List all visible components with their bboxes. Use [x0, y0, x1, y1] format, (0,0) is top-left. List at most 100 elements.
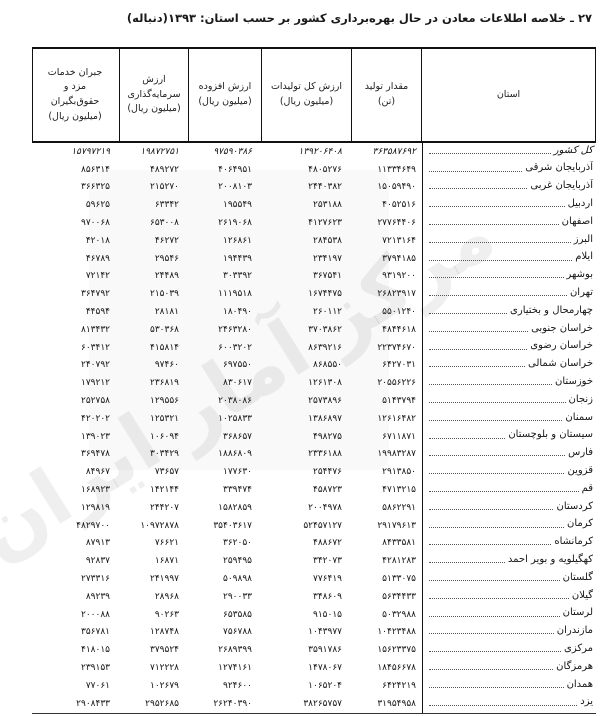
province-name: اصفهان: [562, 215, 594, 227]
province-name: چهارمحال و بختیاری: [511, 304, 594, 316]
dotted-leader: [430, 241, 572, 243]
cell-value-added: ۱۲۶۸۶۱: [223, 235, 253, 246]
dotted-leader: [430, 348, 529, 350]
cell-value-added: ۲۶۱۹۰۶۸: [219, 218, 253, 229]
cell-province: یزد: [423, 694, 597, 713]
table-row: آذربایجان غربی ۱۵۰۵۹۴۹۰ ۲۴۴۰۳۸۲ ۲۰۰۸۱۰۳ ۲۱۵۲…: [33, 178, 597, 197]
dotted-leader: [430, 312, 509, 314]
cell-production-qty: ۵۵۰۱۲۴۰: [383, 307, 417, 318]
cell-province: همدان: [423, 676, 597, 695]
cell-investment: ۴۶۲۷۲: [155, 235, 180, 246]
cell-investment: ۱۶۸۷۱: [155, 556, 180, 567]
cell-value-added: ۲۵۹۴۹۵: [223, 556, 253, 567]
table-body: کل کشور ۳۶۳۵۸۷۶۹۲ ۱۳۹۲۰۶۴۰۸ ۹۷۵۹۰۳۸۶ ۱۹۸۷۲۷۵…: [33, 143, 597, 714]
table-row: خراسان رضوی ۲۲۳۷۴۶۷۰ ۸۶۳۹۲۱۶ ۶۰۰۳۲۰۲ ۴۱۵۸۱۴ ۶…: [33, 338, 597, 357]
cell-production-value: ۳۶۷۵۴۱: [313, 271, 343, 282]
cell-value-added: ۵۰۹۸۹۸: [223, 574, 253, 585]
province-name: فارس: [569, 447, 594, 459]
cell-value-added: ۱۲۷۴۱۶۱: [219, 663, 253, 673]
cell-value-added: ۹۷۵۹۰۳۸۶: [214, 146, 253, 157]
cell-investment: ۱۲۹۵۵۶: [150, 396, 180, 407]
cell-investment: ۲۸۱۸۱: [155, 307, 180, 318]
cell-compensation: ۴۲۰۲۰۲: [81, 413, 111, 424]
cell-production-qty: ۶۴۲۷۰۳۱: [383, 360, 417, 371]
cell-compensation: ۲۰۰۰۸۸: [81, 609, 111, 620]
table-row: گیلان ۵۶۳۴۴۳۳ ۳۴۸۶۰۹ ۲۹۰۰۳۳ ۲۸۹۶۸ ۸۹۲۳۹: [33, 587, 597, 606]
cell-compensation: ۴۱۸۰۱۵: [81, 645, 111, 656]
province-name: قم: [582, 482, 594, 494]
cell-production-value: ۲۰۰۴۹۷۸: [309, 502, 343, 513]
cell-production-qty: ۱۰۴۲۳۴۸۸: [378, 627, 417, 638]
cell-value-added: ۶۹۷۵۵۰: [223, 360, 253, 371]
column-header-compensation: جبران خدمات مزد و حقوق‌بگیران (میلیون ری…: [48, 66, 104, 122]
cell-value-added: ۲۶۲۴۰۳۹۰: [214, 698, 253, 709]
cell-production-qty: ۵۶۳۴۴۳۳: [383, 591, 417, 602]
table-row: کرمانشاه ۸۴۳۳۵۸۱ ۴۸۸۶۷۲ ۳۶۲۰۵۰ ۷۶۶۲۱ ۸۷۹۱۳: [33, 534, 597, 553]
table-row: اردبیل ۴۰۵۲۵۱۶ ۲۵۳۱۸۸ ۱۹۵۵۴۹ ۶۳۳۴۲ ۵۹۶۲۵: [33, 196, 597, 215]
dotted-leader: [430, 615, 561, 617]
cell-investment: ۲۹۵۲۶۸۵: [146, 698, 180, 709]
cell-production-value: ۲۵۳۱۸۸: [313, 200, 343, 211]
cell-production-value: ۴۵۸۷۲۳: [313, 485, 343, 496]
cell-compensation: ۹۲۸۳۷: [86, 556, 111, 567]
cell-province: سمنان: [423, 409, 597, 428]
dotted-leader: [430, 668, 555, 670]
dotted-leader: [430, 295, 568, 297]
table-row: کهگیلویه و بویر احمد ۴۲۸۱۲۸۳ ۳۴۲۰۷۳ ۲۵۹۴۹۵ ۱…: [33, 552, 597, 571]
cell-investment: ۱۰۹۷۲۸۷۸: [141, 520, 180, 531]
cell-production-qty: ۲۹۱۷۹۶۱۳: [378, 520, 417, 531]
cell-production-value: ۳۷۰۳۸۶۲: [309, 324, 343, 335]
cell-compensation: ۱۶۸۹۲۳: [81, 485, 111, 496]
cell-investment: ۶۳۳۴۲: [155, 200, 180, 211]
cell-value-added: ۹۲۴۶۰۰: [223, 680, 253, 691]
cell-production-qty: ۶۷۱۱۸۷۱: [383, 431, 417, 442]
province-name: کرمانشاه: [555, 536, 594, 548]
table-row: گلستان ۵۱۳۳۰۷۵ ۷۷۶۴۱۹ ۵۰۹۸۹۸ ۲۴۱۹۹۷ ۲۷۳۳۱۶: [33, 570, 597, 588]
cell-production-value: ۲۴۴۰۳۸۲: [309, 182, 343, 193]
table-row: تهران ۲۶۸۲۳۹۱۷ ۱۶۷۴۴۷۵ ۱۱۱۹۵۱۸ ۲۱۵۰۳۹ ۳۶۴۷۹۲: [33, 285, 597, 304]
cell-value-added: ۳۶۸۶۵۷: [223, 431, 253, 442]
cell-production-qty: ۲۷۷۶۴۴۰۶: [378, 218, 417, 229]
cell-production-value: ۱۳۹۲۰۶۴۰۸: [299, 146, 343, 157]
table-row: خراسان جنوبی ۴۸۴۴۶۱۸ ۳۷۰۳۸۶۲ ۲۴۶۳۲۸۰ ۵۳۰۳۶۸ ۸…: [33, 320, 597, 339]
cell-production-value: ۳۸۲۶۵۷۵۷: [304, 698, 343, 709]
cell-investment: ۴۱۵۸۱۴: [150, 342, 180, 353]
cell-value-added: ۷۵۶۷۸۸: [223, 627, 253, 638]
dotted-leader: [430, 223, 560, 225]
cell-province: بوشهر: [423, 267, 597, 286]
table-row: اصفهان ۲۷۷۶۴۴۰۶ ۴۱۲۷۶۲۳ ۲۶۱۹۰۶۸ ۶۵۳۰۰۸ ۹۷۰۰۶۸: [33, 214, 597, 232]
table-row: بوشهر ۹۳۱۹۲۰۰ ۳۶۷۵۴۱ ۳۰۳۳۹۲ ۲۴۴۸۹ ۷۲۱۴۲: [33, 267, 597, 286]
dotted-leader: [430, 206, 566, 208]
cell-compensation: ۳۶۹۴۷۸: [81, 449, 111, 460]
cell-production-value: ۱۶۷۴۴۷۵: [309, 289, 343, 300]
cell-investment: ۴۸۹۲۷۲: [150, 164, 180, 175]
cell-compensation: ۴۴۵۹۴: [86, 307, 111, 318]
cell-compensation: ۱۷۹۲۱۲: [81, 378, 111, 389]
page-title: ۲۷ ـ خلاصه اطلاعات معادن در حال بهره‌برد…: [127, 11, 593, 25]
province-name: کردستان: [557, 500, 594, 512]
column-header-province: استان: [422, 49, 596, 141]
cell-province: فارس: [423, 445, 597, 464]
dotted-leader: [430, 526, 565, 528]
cell-investment: ۲۱۵۰۳۹: [150, 289, 180, 300]
cell-production-qty: ۲۹۱۳۸۵۰: [383, 467, 417, 478]
cell-compensation: ۸۹۲۳۹: [86, 591, 111, 602]
cell-investment: ۹۷۴۶۰: [155, 360, 180, 371]
cell-value-added: ۱۵۸۲۸۵۹: [219, 502, 253, 513]
cell-production-value: ۱۴۷۸۰۶۷: [309, 663, 343, 673]
dotted-leader: [430, 544, 553, 546]
cell-value-added: ۲۴۶۳۲۸۰: [219, 324, 253, 335]
cell-compensation: ۷۷۰۶۱: [86, 680, 111, 691]
cell-production-qty: ۱۹۹۸۳۲۸۷: [378, 449, 417, 460]
province-name: ایلام: [576, 251, 594, 263]
province-name: مرکزی: [565, 642, 594, 654]
cell-compensation: ۸۵۶۳۱۴: [81, 164, 111, 175]
cell-value-added: ۶۰۰۳۲۰۲: [219, 342, 253, 353]
cell-production-qty: ۴۲۸۱۲۸۳: [383, 556, 417, 567]
table-row: ایلام ۳۷۹۴۱۸۵ ۲۳۴۱۹۷ ۱۹۴۴۳۹ ۲۹۵۴۶ ۴۶۷۸۹: [33, 249, 597, 268]
cell-production-value: ۳۵۹۱۷۸۶: [309, 645, 343, 656]
cell-investment: ۲۱۵۲۷۰: [150, 182, 180, 193]
cell-production-value: ۵۲۴۵۷۱۲۷: [304, 520, 343, 531]
cell-province: لرستان: [423, 605, 597, 624]
